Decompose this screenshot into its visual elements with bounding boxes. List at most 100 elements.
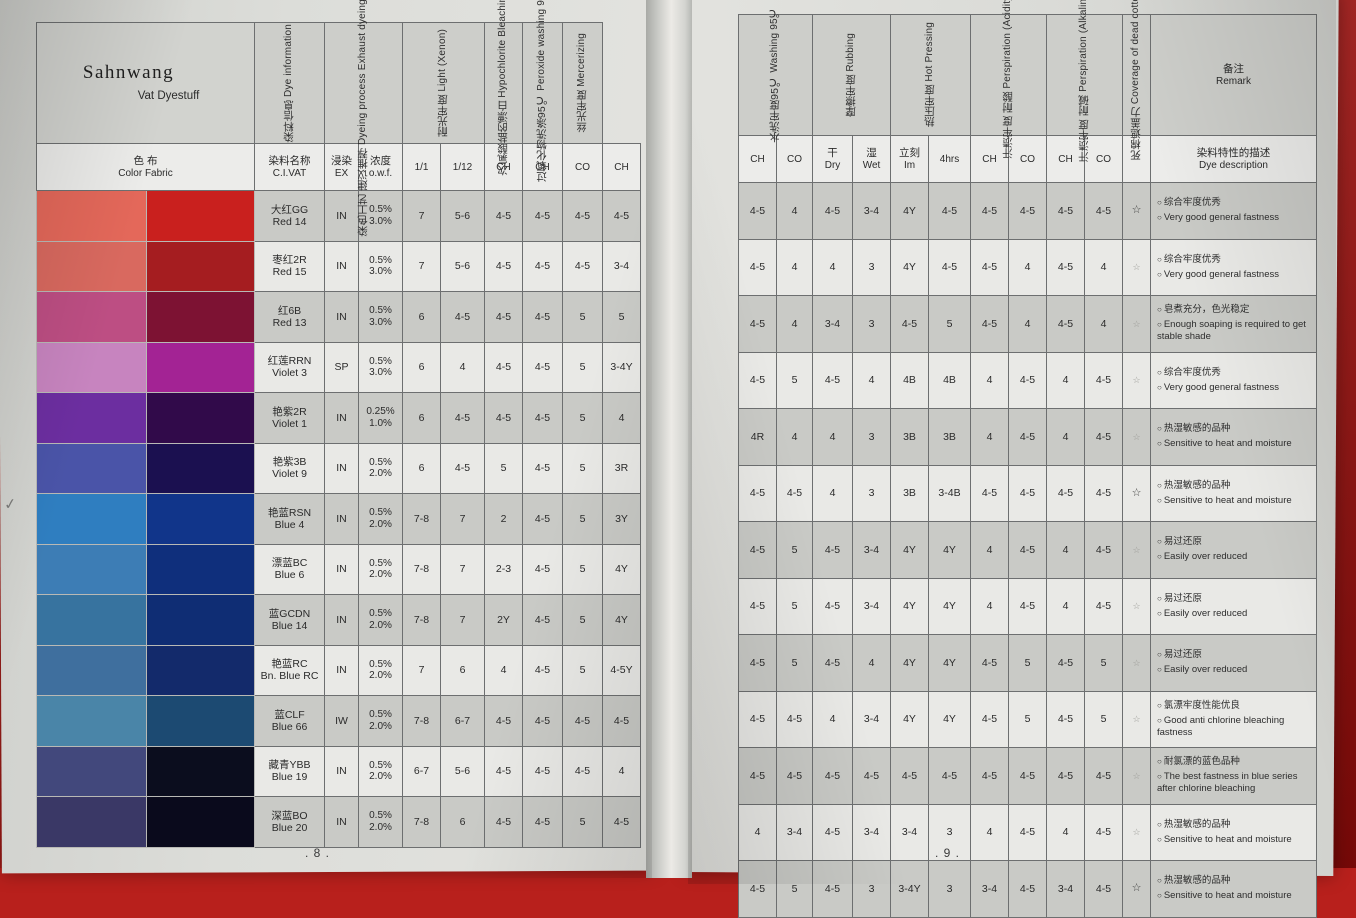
fastness-value-cell: 7 — [440, 594, 486, 646]
remark-cell: 热湿敏感的品种Sensitive to heat and moisture — [1150, 464, 1317, 522]
color-swatch-dark — [145, 594, 256, 646]
fastness-value-cell: 4-5 — [440, 392, 486, 444]
fastness-value-cell: 5 — [1084, 690, 1123, 748]
fastness-value-cell: 4-5 — [1046, 634, 1085, 692]
fastness-value-cell: 4-5 — [970, 690, 1009, 748]
fastness-value-cell: 4-5 — [928, 182, 971, 240]
fastness-value-cell: 3 — [852, 860, 891, 918]
dyeing-method-cell: IN — [324, 392, 360, 444]
fastness-value-cell: 4-5 — [602, 695, 642, 747]
fastness-value-cell: 6-7 — [440, 695, 486, 747]
right-subheader-3: 湿 Wet — [852, 135, 891, 183]
fastness-value-cell: 4-5 — [1084, 860, 1123, 918]
dyeing-method-cell: IN — [324, 190, 360, 242]
fastness-value-cell: 4-5 — [1084, 351, 1123, 409]
fastness-value-cell: 4 — [1046, 408, 1085, 466]
right-header-row: 水洗牢度95℃ Washing 95℃ 摩擦牢度 Rubbing 热压牢度 Hot … — [738, 0, 1317, 163]
fastness-value-cell: 4-5 — [484, 796, 524, 848]
dye-name-cell: 艳蓝RC Bn. Blue RC — [254, 644, 326, 696]
left-header-2: 染色工艺 建议推荐 Dyeing process Exhaust dyeing … — [324, 0, 404, 236]
concentration-cell: 0.5% 2.0% — [358, 493, 404, 545]
star-icon: ☆ — [1132, 657, 1141, 668]
fastness-value-cell: 3B — [928, 408, 971, 466]
fastness-value-cell: 5 — [776, 521, 813, 579]
left-subheader-0: 色 布 Color Fabric — [35, 143, 256, 191]
remark-cell: 综合牢度优秀Very good general fastness — [1150, 351, 1317, 409]
fastness-value-cell: 4-5 — [522, 493, 564, 545]
remark-cell: 热湿敏感的品种Sensitive to heat and moisture — [1150, 860, 1317, 918]
fastness-value-cell: 4 — [970, 577, 1009, 635]
star-icon: ☆ — [1131, 486, 1142, 499]
fastness-value-cell: 4-5 — [970, 295, 1009, 353]
right-subheader-11: 染料特性的描述 Dye description — [1150, 135, 1317, 183]
fastness-value-cell: 4 — [1084, 238, 1123, 296]
fastness-value-cell: 5 — [1008, 634, 1047, 692]
fastness-value-cell: 4-5 — [738, 577, 777, 635]
fastness-value-cell: 5-6 — [440, 745, 486, 797]
fastness-value-cell: 4 — [738, 803, 777, 861]
fastness-value-cell: 4-5 — [970, 182, 1009, 240]
dye-name-cell: 枣红2R Red 15 — [254, 240, 326, 292]
fastness-value-cell: 4 — [1046, 803, 1085, 861]
fastness-value-cell: 4-5 — [1084, 747, 1123, 805]
color-swatch-dark — [145, 190, 256, 242]
color-swatch-dark — [145, 796, 256, 848]
fastness-value-cell: 4B — [890, 351, 929, 409]
book-gutter — [646, 0, 692, 878]
fastness-value-cell: 4 — [812, 690, 853, 748]
remark-cell: 耐氯漂的蓝色品种The best fastness in blue series… — [1150, 747, 1317, 805]
fastness-value-cell: 5 — [562, 594, 604, 646]
fastness-value-cell: 4-5 — [484, 695, 524, 747]
fastness-value-cell: 4-5 — [522, 594, 564, 646]
color-swatch-dark — [145, 745, 256, 797]
fastness-value-cell: 4 — [776, 295, 813, 353]
fastness-value-cell: 3-4 — [970, 860, 1009, 918]
dyeing-method-cell: IN — [324, 594, 360, 646]
left-header-6: 丝光牢度 Mercerizing — [562, 22, 604, 144]
fastness-value-cell: 4Y — [928, 577, 971, 635]
concentration-cell: 0.5% 2.0% — [358, 594, 404, 646]
table-row: 红莲RRN Violet 3 SP 0.5% 3.0% 6 4 4-5 4-5 5 3-4Y — [36, 341, 642, 393]
table-row: 枣红2R Red 15 IN 0.5% 3.0% 7 5-6 4-5 4-5 4-5 3-4 — [36, 240, 642, 292]
dyeing-method-cell: IN — [324, 543, 360, 595]
dead-cotton-coverage-cell: ☆ — [1122, 238, 1151, 296]
fastness-value-cell: 4-5 — [484, 190, 524, 242]
brand-title-cell: Sahnwang Vat Dyestuff — [35, 22, 256, 144]
fastness-value-cell: 5 — [562, 442, 604, 494]
dyeing-method-cell: IW — [324, 695, 360, 747]
fastness-value-cell: 3 — [852, 238, 891, 296]
brand-name: Sahnwang — [82, 62, 175, 84]
table-row: 4-543-434-554-544-54☆皂煮充分，色光稳定Enough soa… — [738, 295, 1317, 353]
fastness-value-cell: 7-8 — [402, 695, 442, 747]
fastness-value-cell: 2-3 — [484, 543, 524, 595]
remark-cell: 皂煮充分，色光稳定Enough soaping is required to g… — [1150, 295, 1317, 353]
fastness-value-cell: 3-4 — [890, 803, 929, 861]
fastness-value-cell: 4-5 — [812, 577, 853, 635]
fastness-value-cell: 5 — [928, 295, 971, 353]
fastness-value-cell: 4-5 — [562, 240, 604, 292]
fastness-value-cell: 4 — [776, 238, 813, 296]
color-swatch-light — [36, 442, 147, 494]
fastness-value-cell: 3-4 — [1046, 860, 1085, 918]
table-row: 艳蓝RSN Blue 4 IN 0.5% 2.0% 7-8 7 2 4-5 5 3Y — [36, 493, 642, 545]
fastness-value-cell: 5 — [562, 291, 604, 343]
fastness-value-cell: 3B — [890, 464, 929, 522]
star-icon: ☆ — [1132, 601, 1141, 612]
fastness-value-cell: 4-5 — [738, 690, 777, 748]
table-row: 4-54-54-54-54-54-54-54-54-54-5☆耐氯漂的蓝色品种T… — [738, 747, 1317, 805]
remark-cell: 综合牢度优秀Very good general fastness — [1150, 238, 1317, 296]
dye-name-cell: 红6B Red 13 — [254, 291, 326, 343]
remark-cell: 热湿敏感的品种Sensitive to heat and moisture — [1150, 408, 1317, 466]
fastness-value-cell: 4 — [970, 521, 1009, 579]
fastness-value-cell: 4-5 — [1008, 803, 1047, 861]
dyeing-method-cell: IN — [324, 644, 360, 696]
fastness-value-cell: 4 — [970, 803, 1009, 861]
fastness-value-cell: 4-5 — [812, 521, 853, 579]
fastness-value-cell: 7-8 — [402, 543, 442, 595]
color-swatch-light — [36, 493, 147, 545]
brand-subtitle: Vat Dyestuff — [137, 90, 200, 103]
fastness-value-cell: 7-8 — [402, 796, 442, 848]
table-row: 藏青YBB Blue 19 IN 0.5% 2.0% 6-7 5-6 4-5 4-5 4-5 4 — [36, 745, 642, 797]
right-header-6: 备注 Remark — [1150, 14, 1317, 136]
